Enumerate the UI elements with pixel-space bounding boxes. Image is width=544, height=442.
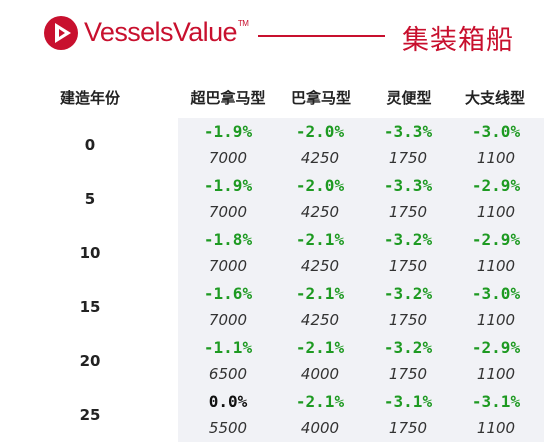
value-change-cell: -3.0% <box>471 284 521 303</box>
value-change-cell: -3.2% <box>383 230 433 249</box>
value-price-cell: 1750 <box>388 257 428 275</box>
value-change-cell: -3.2% <box>383 284 433 303</box>
value-change-cell: -1.6% <box>203 284 253 303</box>
trademark-mark: TM <box>237 19 249 28</box>
value-change-cell: -1.9% <box>203 176 253 195</box>
value-change-cell: -2.0% <box>295 176 345 195</box>
value-price-cell: 1100 <box>476 419 516 437</box>
value-price-cell: 7000 <box>208 203 248 221</box>
value-price-cell: 5500 <box>208 419 248 437</box>
value-change-cell: -3.1% <box>383 392 433 411</box>
value-change-cell: -1.1% <box>203 338 253 357</box>
column-header-feeder: 大支线型 <box>464 89 525 107</box>
value-price-cell: 7000 <box>208 257 248 275</box>
vesselsvalue-logo-icon <box>44 16 78 50</box>
column-header-handy: 灵便型 <box>386 89 432 107</box>
column-header-post-panamax: 超巴拿马型 <box>190 89 266 107</box>
value-price-cell: 4250 <box>300 149 340 167</box>
value-price-cell: 4000 <box>300 365 340 383</box>
column-header-build-year: 建造年份 <box>59 89 120 107</box>
value-change-cell: -2.1% <box>295 284 345 303</box>
row-build-year: 10 <box>79 244 101 262</box>
value-price-cell: 1750 <box>388 365 428 383</box>
value-price-cell: 4250 <box>300 311 340 329</box>
value-price-cell: 1750 <box>388 149 428 167</box>
value-change-cell: -2.9% <box>471 338 521 357</box>
value-price-cell: 1750 <box>388 311 428 329</box>
row-build-year: 15 <box>79 298 101 316</box>
value-change-cell: -2.1% <box>295 338 345 357</box>
value-change-cell: -3.3% <box>383 122 433 141</box>
value-price-cell: 1100 <box>476 203 516 221</box>
value-price-cell: 1750 <box>388 419 428 437</box>
row-build-year: 5 <box>84 190 96 208</box>
value-change-cell: 0.0% <box>208 392 248 411</box>
value-change-cell: -3.2% <box>383 338 433 357</box>
value-change-cell: -2.1% <box>295 392 345 411</box>
value-price-cell: 6500 <box>208 365 248 383</box>
row-build-year: 20 <box>79 352 101 370</box>
value-change-cell: -3.3% <box>383 176 433 195</box>
value-change-cell: -2.9% <box>471 230 521 249</box>
header-divider-line <box>258 35 385 37</box>
value-price-cell: 4250 <box>300 257 340 275</box>
row-build-year: 25 <box>79 406 101 424</box>
value-price-cell: 4250 <box>300 203 340 221</box>
value-change-cell: -1.8% <box>203 230 253 249</box>
value-price-cell: 1750 <box>388 203 428 221</box>
brand-name: VesselsValueTM <box>84 17 249 48</box>
value-change-cell: -1.9% <box>203 122 253 141</box>
value-price-cell: 1100 <box>476 149 516 167</box>
value-price-cell: 7000 <box>208 149 248 167</box>
value-price-cell: 1100 <box>476 365 516 383</box>
value-change-cell: -3.0% <box>471 122 521 141</box>
value-change-cell: -2.0% <box>295 122 345 141</box>
brand-text: VesselsValue <box>84 17 238 47</box>
value-change-cell: -2.9% <box>471 176 521 195</box>
value-price-cell: 1100 <box>476 257 516 275</box>
header: VesselsValueTM 集装箱船 <box>0 0 544 72</box>
column-header-panamax: 巴拿马型 <box>290 89 351 107</box>
page-title: 集装箱船 <box>402 25 514 56</box>
value-change-cell: -3.1% <box>471 392 521 411</box>
value-change-cell: -2.1% <box>295 230 345 249</box>
value-price-cell: 7000 <box>208 311 248 329</box>
row-build-year: 0 <box>84 136 96 154</box>
table-body-background <box>178 118 544 442</box>
value-price-cell: 1100 <box>476 311 516 329</box>
value-price-cell: 4000 <box>300 419 340 437</box>
